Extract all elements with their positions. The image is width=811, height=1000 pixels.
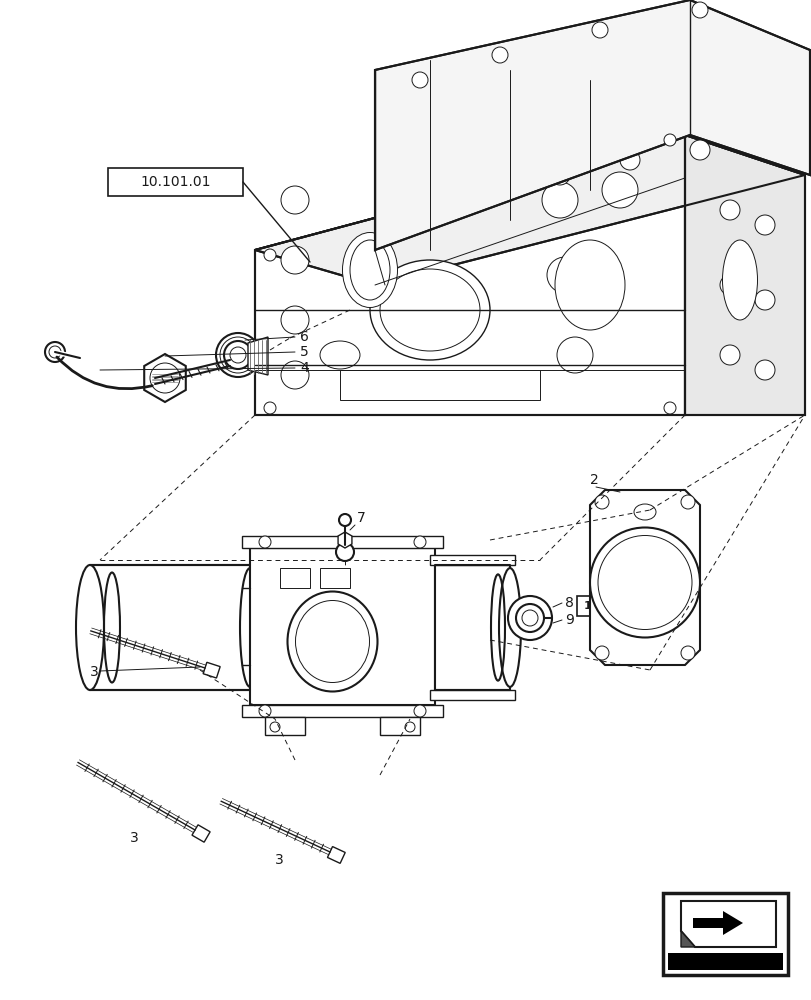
Polygon shape xyxy=(680,931,694,947)
Text: 4: 4 xyxy=(299,361,308,375)
Circle shape xyxy=(547,257,582,293)
Polygon shape xyxy=(255,135,804,285)
Circle shape xyxy=(754,360,774,380)
Bar xyxy=(250,548,435,705)
Circle shape xyxy=(270,722,280,732)
Ellipse shape xyxy=(287,591,377,692)
Circle shape xyxy=(719,345,739,365)
Bar xyxy=(430,555,514,565)
Bar xyxy=(430,690,514,700)
Bar xyxy=(242,705,443,717)
Polygon shape xyxy=(590,490,699,665)
Text: 2: 2 xyxy=(590,473,598,487)
Circle shape xyxy=(45,342,65,362)
Text: 3: 3 xyxy=(275,853,283,867)
Circle shape xyxy=(264,402,276,414)
Polygon shape xyxy=(247,337,268,375)
Text: 6: 6 xyxy=(299,330,308,344)
Polygon shape xyxy=(327,847,345,863)
Ellipse shape xyxy=(633,504,655,520)
Polygon shape xyxy=(375,0,809,250)
Circle shape xyxy=(414,536,426,548)
Circle shape xyxy=(594,495,608,509)
Ellipse shape xyxy=(76,565,104,690)
Bar xyxy=(320,568,350,588)
Circle shape xyxy=(479,185,500,205)
Text: 8: 8 xyxy=(564,596,573,610)
Circle shape xyxy=(663,402,676,414)
Polygon shape xyxy=(337,532,351,548)
Circle shape xyxy=(338,514,350,526)
Text: 7: 7 xyxy=(357,511,365,525)
Bar xyxy=(667,953,782,970)
Bar xyxy=(264,717,305,735)
Circle shape xyxy=(594,646,608,660)
Text: 5: 5 xyxy=(299,345,308,359)
Circle shape xyxy=(411,72,427,88)
Circle shape xyxy=(680,495,694,509)
Circle shape xyxy=(281,246,309,274)
Circle shape xyxy=(541,182,577,218)
Text: 3: 3 xyxy=(130,831,139,845)
Circle shape xyxy=(680,646,694,660)
Circle shape xyxy=(405,722,414,732)
Circle shape xyxy=(691,2,707,18)
Circle shape xyxy=(689,140,709,160)
Text: 1: 1 xyxy=(583,601,591,611)
Circle shape xyxy=(224,341,251,369)
Bar xyxy=(340,370,539,400)
Circle shape xyxy=(556,337,592,373)
Circle shape xyxy=(336,543,354,561)
Polygon shape xyxy=(144,354,186,402)
Circle shape xyxy=(754,290,774,310)
Circle shape xyxy=(590,528,699,638)
Ellipse shape xyxy=(370,260,489,360)
Circle shape xyxy=(754,215,774,235)
Bar xyxy=(577,596,599,616)
Polygon shape xyxy=(684,135,804,415)
Circle shape xyxy=(491,47,508,63)
Text: 10.101.01: 10.101.01 xyxy=(140,175,211,189)
Polygon shape xyxy=(255,135,684,415)
Text: 9: 9 xyxy=(564,613,573,627)
Circle shape xyxy=(515,604,543,632)
Circle shape xyxy=(719,200,739,220)
Circle shape xyxy=(216,333,260,377)
Circle shape xyxy=(719,275,739,295)
Ellipse shape xyxy=(342,232,397,308)
Circle shape xyxy=(591,22,607,38)
Ellipse shape xyxy=(499,568,521,687)
Bar xyxy=(108,168,242,196)
Bar xyxy=(90,565,250,690)
Circle shape xyxy=(264,249,276,261)
Circle shape xyxy=(410,205,430,225)
Circle shape xyxy=(663,134,676,146)
Circle shape xyxy=(508,596,551,640)
Polygon shape xyxy=(680,901,775,947)
Ellipse shape xyxy=(320,341,359,369)
Text: 3: 3 xyxy=(90,665,99,679)
Ellipse shape xyxy=(722,240,757,320)
Circle shape xyxy=(601,172,637,208)
Circle shape xyxy=(259,705,271,717)
Polygon shape xyxy=(203,662,220,678)
Circle shape xyxy=(281,186,309,214)
Polygon shape xyxy=(692,911,742,935)
Bar xyxy=(280,568,310,588)
Circle shape xyxy=(549,165,569,185)
Ellipse shape xyxy=(554,240,624,330)
Ellipse shape xyxy=(240,568,260,687)
Polygon shape xyxy=(191,825,210,842)
Bar xyxy=(663,893,787,975)
Circle shape xyxy=(281,306,309,334)
Circle shape xyxy=(259,536,271,548)
Circle shape xyxy=(414,705,426,717)
Circle shape xyxy=(620,150,639,170)
Bar xyxy=(380,717,419,735)
Bar xyxy=(242,536,443,548)
Circle shape xyxy=(281,361,309,389)
Bar xyxy=(435,565,509,690)
